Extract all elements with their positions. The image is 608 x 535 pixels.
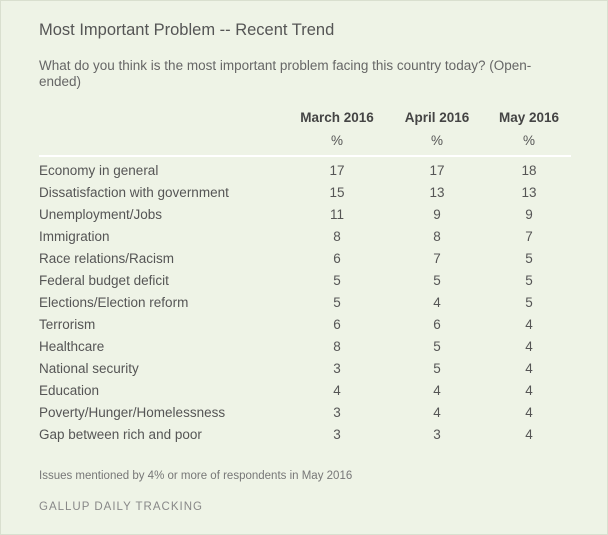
cell-march: 5 (333, 273, 341, 288)
cell-march: 8 (333, 339, 341, 354)
cell-april: 8 (433, 229, 441, 244)
cell-april: 4 (433, 405, 441, 420)
row-label: Elections/Election reform (39, 295, 189, 310)
table-row: Healthcare 8 5 4 (1, 336, 607, 358)
cell-may: 18 (521, 163, 537, 178)
row-label: Terrorism (39, 317, 96, 332)
cell-march: 3 (333, 405, 341, 420)
cell-may: 4 (525, 405, 533, 420)
cell-may: 4 (525, 317, 533, 332)
cell-april: 5 (433, 339, 441, 354)
column-header-may: May 2016 (498, 110, 560, 125)
table-row: Race relations/Racism 6 7 5 (1, 248, 607, 270)
cell-march: 3 (333, 361, 341, 376)
row-label: Race relations/Racism (39, 251, 175, 266)
cell-march: 6 (333, 317, 341, 332)
source-label: GALLUP DAILY TRACKING (39, 501, 203, 513)
row-label: Poverty/Hunger/Homelessness (39, 405, 226, 420)
cell-may: 7 (525, 229, 533, 244)
cell-april: 5 (433, 361, 441, 376)
table-row: Federal budget deficit 5 5 5 (1, 270, 607, 292)
cell-may: 5 (525, 273, 533, 288)
cell-april: 5 (433, 273, 441, 288)
cell-march: 5 (333, 295, 341, 310)
cell-may: 4 (525, 383, 533, 398)
column-unit-may: % (522, 133, 535, 148)
row-label: Gap between rich and poor (39, 427, 202, 442)
cell-april: 4 (433, 383, 441, 398)
table-row: Dissatisfaction with government 15 13 13 (1, 182, 607, 204)
cell-may: 5 (525, 251, 533, 266)
cell-april: 7 (433, 251, 441, 266)
cell-may: 13 (521, 185, 537, 200)
cell-april: 4 (433, 295, 441, 310)
row-label: Healthcare (39, 339, 105, 354)
cell-march: 4 (333, 383, 341, 398)
cell-april: 17 (429, 163, 445, 178)
cell-may: 5 (525, 295, 533, 310)
table-row: Poverty/Hunger/Homelessness 3 4 4 (1, 402, 607, 424)
cell-may: 4 (525, 361, 533, 376)
row-label: Economy in general (39, 163, 159, 178)
table-row: Unemployment/Jobs 11 9 9 (1, 204, 607, 226)
table-row: Education 4 4 4 (1, 380, 607, 402)
page-title: Most Important Problem -- Recent Trend (39, 21, 335, 39)
cell-april: 3 (433, 427, 441, 442)
column-unit-march: % (330, 133, 343, 148)
table-row: Gap between rich and poor 3 3 4 (1, 424, 607, 446)
table-row: Immigration 8 8 7 (1, 226, 607, 248)
cell-april: 13 (429, 185, 445, 200)
column-header-march: March 2016 (300, 110, 374, 125)
cell-march: 15 (329, 185, 345, 200)
cell-may: 4 (525, 339, 533, 354)
row-label: Dissatisfaction with government (39, 185, 229, 200)
row-label: Federal budget deficit (39, 273, 169, 288)
table-row: Economy in general 17 17 18 (1, 160, 607, 182)
header-divider (39, 155, 571, 157)
table-row: Elections/Election reform 5 4 5 (1, 292, 607, 314)
cell-march: 6 (333, 251, 341, 266)
column-header-april: April 2016 (404, 110, 470, 125)
row-label: National security (39, 361, 139, 376)
column-unit-april: % (430, 133, 443, 148)
cell-march: 8 (333, 229, 341, 244)
cell-march: 17 (329, 163, 345, 178)
cell-april: 9 (433, 207, 441, 222)
cell-may: 9 (525, 207, 533, 222)
footnote: Issues mentioned by 4% or more of respon… (39, 470, 353, 482)
row-label: Immigration (39, 229, 110, 244)
table-row: Terrorism 6 6 4 (1, 314, 607, 336)
row-label: Education (39, 383, 100, 398)
cell-april: 6 (433, 317, 441, 332)
question-text: What do you think is the most important … (39, 58, 532, 89)
cell-march: 11 (329, 207, 344, 222)
table-row: National security 3 5 4 (1, 358, 607, 380)
row-label: Unemployment/Jobs (39, 207, 163, 222)
cell-march: 3 (333, 427, 341, 442)
cell-may: 4 (525, 427, 533, 442)
